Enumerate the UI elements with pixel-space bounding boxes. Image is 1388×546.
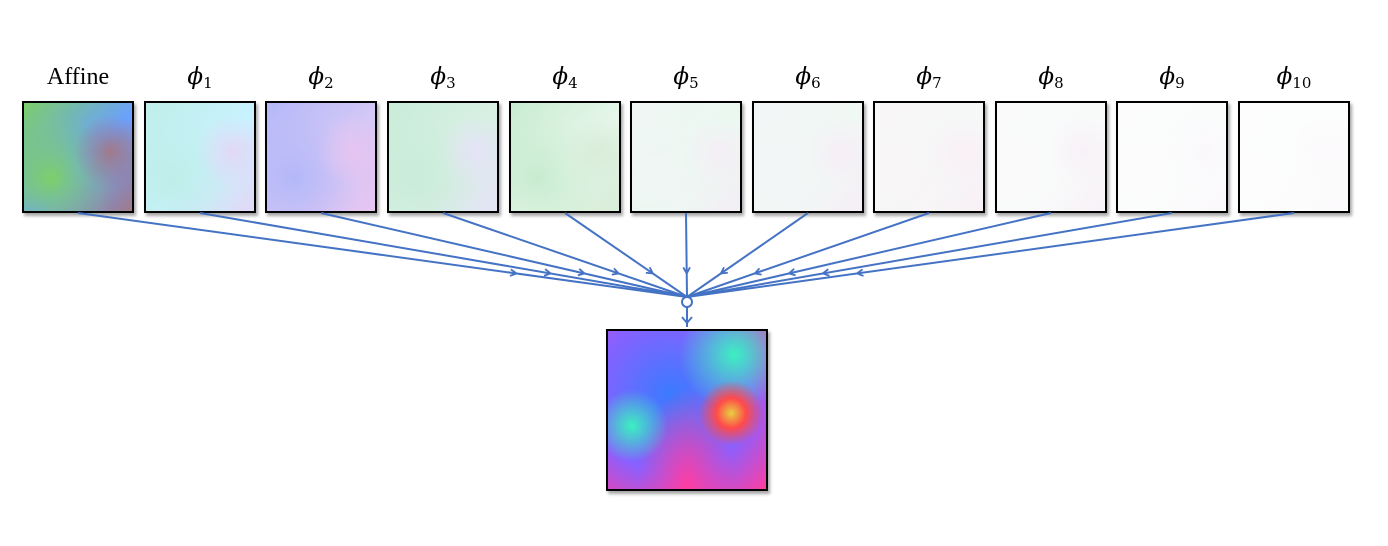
- phi-index: 8: [1054, 74, 1064, 92]
- tile-phi-4: [509, 101, 621, 213]
- edge-phi-2: [320, 212, 688, 298]
- tile-affine: [22, 101, 134, 213]
- arrowhead-phi-2: [577, 268, 587, 277]
- arrowhead-phi-8: [787, 268, 796, 277]
- arrowhead-phi-10: [855, 268, 864, 277]
- tile-phi-7: [873, 101, 985, 213]
- phi-index: 5: [689, 74, 699, 92]
- edge-phi-8: [686, 212, 1052, 298]
- arrowhead-phi-3: [611, 267, 621, 276]
- phi-index: 10: [1292, 74, 1312, 92]
- phi-index: 4: [568, 74, 578, 92]
- tile-phi-5: [630, 101, 742, 213]
- label-phi-2: ϕ2: [266, 64, 376, 92]
- arrowhead-phi-7: [752, 267, 762, 276]
- phi-symbol: ϕ: [1159, 64, 1176, 90]
- tile-phi-2: [265, 101, 377, 213]
- edge-phi-4: [564, 212, 688, 298]
- phi-symbol: ϕ: [187, 64, 204, 90]
- arrowhead-phi-5: [682, 266, 691, 276]
- label-phi-9: ϕ9: [1117, 64, 1227, 92]
- arrowhead-phi-4: [645, 266, 655, 275]
- tile-phi-6: [752, 101, 864, 213]
- tile-phi-9: [1116, 101, 1228, 213]
- label-phi-1: ϕ1: [145, 64, 255, 92]
- arrowhead-phi-6: [719, 266, 728, 275]
- merge-edges: [77, 212, 1295, 298]
- tile-phi-1: [144, 101, 256, 213]
- phi-index: 7: [932, 74, 942, 92]
- edge-phi-7: [686, 212, 930, 298]
- merge-node: [681, 296, 693, 308]
- phi-symbol: ϕ: [1276, 64, 1293, 90]
- tile-phi-3: [387, 101, 499, 213]
- label-phi-10: ϕ10: [1239, 64, 1349, 92]
- phi-symbol: ϕ: [916, 64, 933, 90]
- phi-symbol: ϕ: [430, 64, 447, 90]
- tile-phi-8: [995, 101, 1107, 213]
- arrowhead-phi-9: [820, 268, 830, 277]
- phi-symbol: ϕ: [308, 64, 325, 90]
- label-phi-5: ϕ5: [631, 64, 741, 92]
- phi-symbol: ϕ: [552, 64, 569, 90]
- edge-phi-9: [686, 212, 1173, 298]
- label-phi-3: ϕ3: [388, 64, 498, 92]
- edge-phi-10: [686, 212, 1295, 298]
- edge-phi-6: [686, 212, 809, 298]
- edge-phi-3: [442, 212, 688, 298]
- arrowhead-affine: [509, 268, 519, 277]
- label-phi-6: ϕ6: [753, 64, 863, 92]
- label-phi-7: ϕ7: [874, 64, 984, 92]
- phi-symbol: ϕ: [673, 64, 690, 90]
- edge-affine: [77, 212, 688, 298]
- tile-phi-10: [1238, 101, 1350, 213]
- phi-index: 6: [811, 74, 821, 92]
- phi-index: 1: [203, 74, 213, 92]
- phi-index: 2: [324, 74, 334, 92]
- phi-symbol: ϕ: [795, 64, 812, 90]
- phi-index: 3: [446, 74, 456, 92]
- phi-index: 9: [1175, 74, 1185, 92]
- edge-phi-5: [685, 212, 688, 298]
- phi-symbol: ϕ: [1038, 64, 1055, 90]
- arrowhead-phi-1: [543, 268, 553, 277]
- output-arrowhead: [681, 316, 693, 325]
- label-phi-4: ϕ4: [510, 64, 620, 92]
- label-phi-8: ϕ8: [996, 64, 1106, 92]
- edge-phi-1: [199, 212, 688, 298]
- composed-field-image: [606, 329, 768, 491]
- label-affine: Affine: [46, 64, 110, 90]
